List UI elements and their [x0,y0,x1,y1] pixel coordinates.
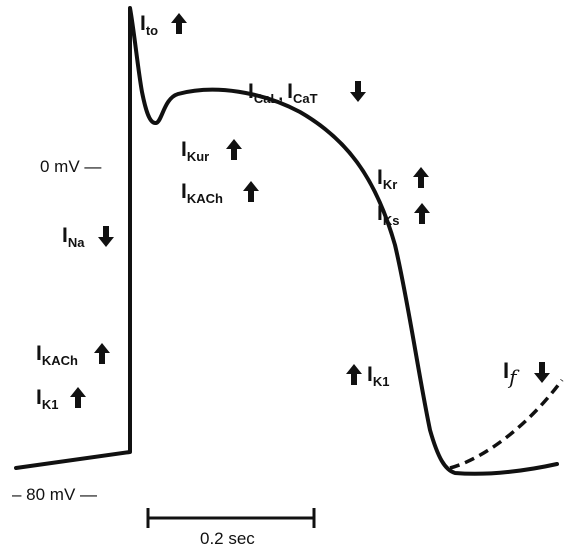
up-arrow-icon [346,364,362,385]
svg-text:ICaL,ICaT: ICaL, ICaT [248,80,318,106]
up-arrow-icon [413,167,429,188]
svg-text:If: If [503,358,520,389]
current-label-ical-icat: ICaL, ICaT [248,80,366,106]
action-potential-trace [14,6,559,476]
current-label-ikr: IKr [377,166,429,192]
current-label-ikur: IKur [181,138,242,164]
up-arrow-icon [414,203,430,224]
current-label-ito: Ito [140,12,187,38]
down-arrow-icon [350,81,366,102]
time-scale-bar [146,508,316,528]
svg-text:IKACh: IKACh [181,180,223,206]
current-label-ik1-resting: IK1 [36,386,86,412]
svg-text:IK1: IK1 [367,363,389,389]
svg-text:IKur: IKur [181,138,209,164]
current-label-iks: IKs [377,202,430,228]
up-arrow-icon [243,181,259,202]
funny-current-trace [449,378,564,470]
svg-text:Ito: Ito [140,12,158,38]
up-arrow-icon [171,13,187,34]
svg-text:IKACh: IKACh [36,342,78,368]
scale-bar-label: 0.2 sec [200,529,255,548]
svg-text:IKr: IKr [377,166,397,192]
svg-text:IKs: IKs [377,202,399,228]
current-label-ikach-resting: IKACh [36,342,110,368]
up-arrow-icon [94,343,110,364]
down-arrow-icon [98,226,114,247]
up-arrow-icon [70,387,86,408]
current-label-ina: INa [62,224,114,250]
svg-text:INa: INa [62,224,85,250]
up-arrow-icon [226,139,242,160]
down-arrow-icon [534,362,550,383]
current-label-ik1-repolarization: IK1 [346,363,389,389]
current-label-if: If [503,358,550,389]
zero-mv-label: 0 mV — [40,157,101,176]
current-label-ikach-plateau: IKACh [181,180,259,206]
minus-80-mv-label: – 80 mV — [12,485,97,504]
svg-text:IK1: IK1 [36,386,58,412]
